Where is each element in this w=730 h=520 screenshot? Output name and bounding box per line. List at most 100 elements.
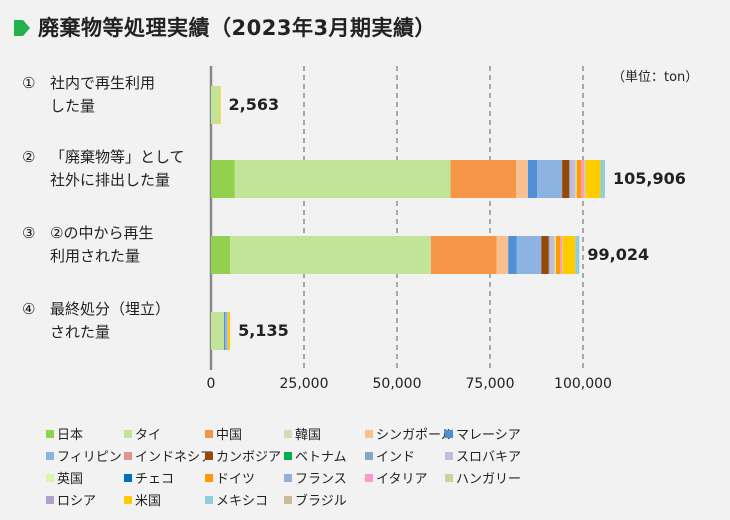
legend-swatch: [124, 429, 132, 438]
legend-swatch: [46, 429, 54, 438]
bar-segment-米国: [562, 236, 576, 274]
legend-swatch: [46, 495, 54, 504]
bar-segment-マレーシア: [224, 312, 226, 350]
legend-item: タイ: [124, 424, 161, 443]
bar-segment-スロバキア: [570, 160, 576, 198]
bar-segment-米国: [227, 312, 231, 350]
bar-segment-中国: [450, 160, 517, 198]
legend-label: ロシア: [57, 494, 97, 509]
legend-swatch: [365, 473, 373, 482]
bar-segment-カンボジア: [541, 236, 549, 274]
category-label-line: 社内で再生利用: [50, 74, 156, 92]
bar-segment-スロバキア: [226, 312, 228, 350]
bar-segment-日本: [211, 236, 230, 274]
bar-segment-英国: [575, 160, 577, 198]
legend-label: 韓国: [295, 428, 322, 443]
legend-item: 韓国: [284, 424, 321, 443]
bar-segment-イタリア: [581, 160, 585, 198]
bar-segment-フィリピン: [537, 160, 563, 198]
bar-total-label: 5,135: [238, 321, 289, 340]
legend-label: インドネシア: [135, 450, 214, 465]
legend-swatch: [124, 473, 132, 482]
legend-swatch: [46, 451, 54, 460]
category-label-line: 最終処分（埋立）: [50, 300, 171, 318]
bar-total-label: 105,906: [612, 169, 686, 188]
x-tick-label: 50,000: [372, 376, 422, 392]
legend-item: マレーシア: [445, 424, 521, 443]
legend-label: チェコ: [135, 472, 175, 487]
bar-segment-フィリピン: [225, 312, 227, 350]
legend-item: チェコ: [124, 468, 174, 487]
bar-segment-メキシコ: [575, 236, 580, 274]
chart-title: 廃棄物等処理実績（2023年3月期実績）: [38, 16, 437, 40]
legend-label: ブラジル: [295, 494, 347, 509]
category-label-line: ②の中から再生: [50, 224, 154, 242]
bar-segment-シンガポール: [516, 160, 528, 198]
bar-segment-タイ: [229, 236, 431, 274]
legend-swatch: [365, 429, 373, 438]
legend-label: マレーシア: [456, 428, 521, 443]
legend-label: ハンガリー: [456, 472, 522, 487]
legend-swatch: [365, 451, 373, 460]
legend-label: フランス: [295, 472, 347, 487]
legend-label: フィリピン: [57, 450, 122, 465]
legend-label: タイ: [135, 428, 162, 443]
legend-item: 米国: [124, 490, 161, 509]
legend-item: 中国: [205, 424, 242, 443]
legend-item: ドイツ: [205, 468, 255, 487]
category-label-line: 利用された量: [50, 247, 141, 265]
legend-item: ベトナム: [284, 446, 347, 465]
legend-item: ブラジル: [284, 490, 347, 509]
bar-total-label: 99,024: [587, 245, 650, 264]
legend-item: イタリア: [365, 468, 427, 487]
category-label: ④ 最終処分（埋立） された量: [22, 298, 170, 344]
bar-segment-イタリア: [560, 236, 563, 274]
legend-item: スロバキア: [445, 446, 521, 465]
bar-segment-米国: [219, 86, 221, 124]
bar-segment-日本: [211, 160, 235, 198]
category-label: ② 「廃棄物等」として 社外に排出した量: [22, 146, 185, 192]
legend-label: イタリア: [376, 472, 428, 487]
x-tick-label: 0: [206, 376, 216, 392]
bar-segment-ドイツ: [555, 236, 561, 274]
bar-segment-ハンガリー: [584, 160, 586, 198]
legend-label: スロバキア: [456, 450, 522, 465]
legend-swatch: [205, 473, 213, 482]
bar-segment-マレーシア: [527, 160, 538, 198]
bar-segment-タイ: [211, 312, 225, 350]
legend-swatch: [124, 451, 132, 460]
x-tick-label: 100,000: [554, 376, 612, 392]
bar-segment-英国: [554, 236, 556, 274]
legend-label: 米国: [135, 494, 162, 509]
category-number: ④: [22, 300, 36, 318]
legend-label: 日本: [57, 428, 84, 443]
legend-swatch: [445, 451, 453, 460]
category-label-line: 「廃棄物等」として: [50, 148, 185, 166]
legend-item: インドネシア: [124, 446, 213, 465]
legend-item: メキシコ: [205, 490, 268, 509]
legend-item: フィリピン: [46, 446, 122, 465]
legend-item: ハンガリー: [445, 468, 521, 487]
category-label-line: された量: [50, 323, 111, 341]
x-tick-label: 75,000: [465, 376, 515, 392]
category-number: ①: [22, 74, 36, 92]
legend-swatch: [205, 429, 213, 438]
category-number: ②: [22, 148, 36, 166]
category-label: ③ ②の中から再生 利用された量: [22, 222, 153, 268]
legend-label: 英国: [57, 472, 84, 487]
legend-item: フランス: [284, 468, 347, 487]
title-arrow-icon: [14, 20, 30, 36]
legend-item: インド: [365, 446, 415, 465]
bar-segment-ドイツ: [576, 160, 582, 198]
legend-label: シンガポール: [376, 428, 455, 443]
legend-item: カンボジア: [205, 446, 281, 465]
legend-swatch: [205, 495, 213, 504]
bar-total-label: 2,563: [228, 95, 280, 114]
bar-segment-タイ: [234, 160, 451, 198]
bar-segment-フィリピン: [516, 236, 542, 274]
bar-segment-タイ: [211, 86, 220, 124]
legend-swatch: [205, 451, 213, 460]
legend-label: ベトナム: [295, 450, 347, 465]
bar-segment-マレーシア: [508, 236, 517, 274]
legend-label: インド: [376, 450, 416, 465]
